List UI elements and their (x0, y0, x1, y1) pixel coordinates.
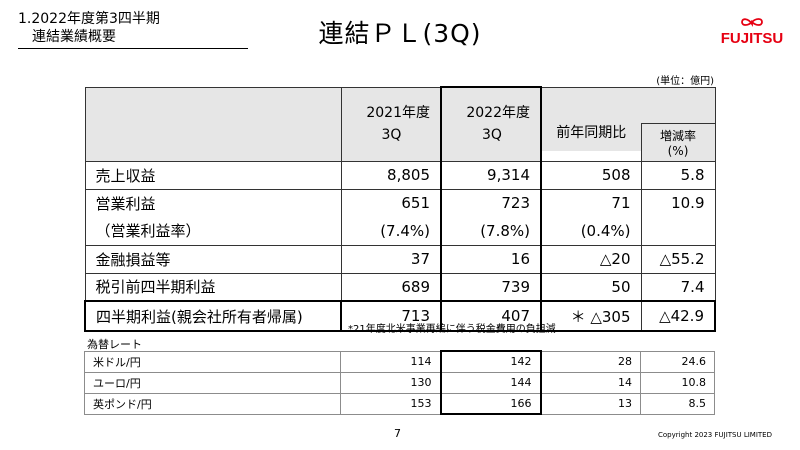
logo-wordmark: FUJITSU (721, 30, 784, 47)
fx-row-usd: 米ドル/円 114 142 28 24.6 (84, 350, 715, 373)
pl-label-op-income: 営業利益 (84, 189, 342, 217)
fx-label-eur: ユーロ/円 (84, 371, 341, 394)
page-title: 連結ＰＬ(3Q) (318, 19, 482, 48)
fx-cell-usd-rate: 24.6 (640, 350, 715, 373)
pl-header-2022: 2022年度 3Q (441, 86, 542, 162)
fx-cell-gbp-2021: 153 (340, 392, 441, 415)
fx-cell-gbp-rate: 8.5 (640, 392, 715, 415)
fx-label-gbp: 英ポンド/円 (84, 392, 341, 415)
fx-cell-eur-rate: 10.8 (640, 371, 715, 394)
section-title-line1: 1.2022年度第3四半期 (18, 11, 160, 27)
section-underline (18, 48, 248, 49)
pl-cell-net-diff: ＊ △305 (541, 300, 641, 332)
pl-cell-net-rate: △42.9 (640, 300, 716, 332)
pl-header-2021-year: 2021年度 (366, 105, 430, 121)
pl-cell-op-margin-2022: (7.8%) (441, 217, 542, 246)
unit-note: (単位：億円) (656, 76, 714, 87)
pl-cell-op-income-2021: 651 (341, 189, 442, 217)
section-title: 1.2022年度第3四半期 連結業績概要 (18, 10, 160, 46)
fx-cell-usd-2022: 142 (439, 350, 542, 373)
pl-label-net: 四半期利益(親会社所有者帰属) (84, 300, 342, 332)
fx-row-gbp: 英ポンド/円 153 166 13 8.5 (84, 392, 715, 415)
pl-header-2022-quarter: 3Q (482, 127, 502, 144)
pl-cell-net-2022: 407 (440, 300, 542, 332)
pl-cell-revenue-rate: 5.8 (640, 161, 716, 190)
pl-cell-op-margin-rate (640, 217, 716, 246)
pl-cell-financial-2022: 16 (441, 245, 542, 274)
pl-cell-financial-diff: △20 (541, 245, 641, 274)
pl-header-rate: 増減率(%) (640, 122, 716, 162)
pl-header-2021-quarter: 3Q (381, 127, 402, 143)
pl-cell-net-2021: 713 (341, 300, 442, 332)
fx-title: 為替レート (87, 338, 142, 351)
infinity-mark (741, 18, 763, 27)
pl-cell-pretax-rate: 7.4 (640, 273, 716, 302)
pl-row-op-margin: （営業利益率） (7.4%) (7.8%) (0.4%) (84, 217, 716, 246)
pl-row-net: 四半期利益(親会社所有者帰属) 713 407 ＊ △305 △42.9 (84, 300, 716, 332)
fujitsu-logo: FUJITSU (721, 18, 784, 47)
pl-cell-pretax-2022: 739 (441, 273, 542, 302)
pl-table: 2021年度 3Q 2022年度 3Q 前年同期比 増減率(%) 売上収益 8,… (84, 86, 716, 332)
pl-cell-financial-2021: 37 (341, 245, 442, 274)
fx-label-usd: 米ドル/円 (84, 350, 341, 373)
pl-cell-op-margin-2021: (7.4%) (341, 217, 442, 246)
pl-label-pretax: 税引前四半期利益 (84, 273, 342, 302)
copyright: Copyright 2023 FUJITSU LIMITED (658, 431, 772, 439)
pl-cell-pretax-diff: 50 (541, 273, 641, 302)
pl-cell-pretax-2021: 689 (341, 273, 442, 302)
pl-cell-revenue-2022: 9,314 (441, 161, 542, 190)
pl-row-op-income: 営業利益 651 723 71 10.9 (84, 189, 716, 217)
fx-cell-eur-2021: 130 (340, 371, 441, 394)
fx-cell-gbp-diff: 13 (540, 392, 641, 415)
fx-cell-usd-diff: 28 (540, 350, 641, 373)
fx-cell-gbp-2022: 166 (439, 392, 542, 415)
pl-header-blank (84, 86, 342, 162)
pl-header-2021: 2021年度 3Q (341, 86, 442, 162)
pl-row-pretax: 税引前四半期利益 689 739 50 7.4 (84, 273, 716, 302)
pl-row-financial: 金融損益等 37 16 △20 △55.2 (84, 245, 716, 274)
pl-header-2022-year: 2022年度 (466, 105, 530, 122)
pl-label-revenue: 売上収益 (84, 161, 342, 190)
pl-label-op-margin: （営業利益率） (84, 217, 342, 246)
pl-label-financial: 金融損益等 (84, 245, 342, 274)
pl-row-revenue: 売上収益 8,805 9,314 508 5.8 (84, 161, 716, 190)
pl-header-row-2: 前年同期比 増減率(%) (85, 113, 716, 162)
pl-cell-op-income-diff: 71 (611, 194, 631, 213)
pl-cell-op-income-2022: 723 (441, 189, 542, 217)
pl-cell-op-income-rate: 10.9 (640, 189, 716, 217)
fx-table: 米ドル/円 114 142 28 24.6 ユーロ/円 130 144 14 1… (84, 350, 715, 415)
pl-header-yoy: 前年同期比 (541, 113, 641, 152)
fx-cell-eur-diff: 14 (540, 371, 641, 394)
pl-cell-financial-rate: △55.2 (640, 245, 716, 274)
pl-cell-revenue-diff: 508 (541, 161, 641, 190)
footnote: *21年度北米事業再編に伴う税金費用の負担減 (348, 324, 556, 335)
page-number: 7 (394, 427, 401, 440)
section-title-line2: 連結業績概要 (32, 29, 116, 45)
fx-cell-usd-2021: 114 (340, 350, 441, 373)
pl-cell-op-margin-diff: (0.4%) (541, 217, 641, 246)
fx-cell-eur-2022: 144 (439, 371, 542, 394)
fx-row-eur: ユーロ/円 130 144 14 10.8 (84, 371, 715, 394)
pl-cell-revenue-2021: 8,805 (341, 161, 442, 190)
